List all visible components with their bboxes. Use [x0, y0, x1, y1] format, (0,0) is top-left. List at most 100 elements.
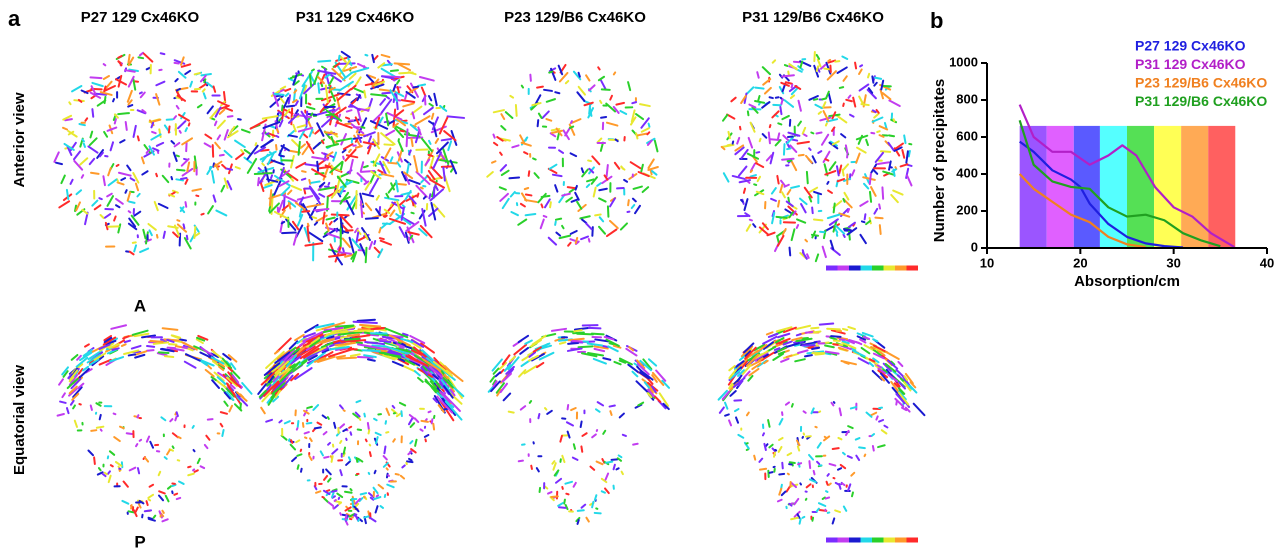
- precipitate: [560, 436, 562, 442]
- precipitate: [587, 179, 594, 181]
- precipitate: [535, 173, 539, 178]
- precipitate: [346, 507, 347, 508]
- precipitate: [875, 218, 882, 219]
- precipitate: [773, 60, 775, 62]
- precipitate: [541, 220, 544, 229]
- precipitate: [748, 111, 749, 115]
- precipitate: [240, 394, 243, 397]
- precipitate: [418, 194, 419, 197]
- precipitate: [277, 129, 278, 132]
- precipitate: [530, 401, 531, 403]
- precipitate: [384, 463, 388, 467]
- precipitate: [298, 465, 299, 469]
- color-scale: [861, 538, 873, 543]
- precipitate: [429, 96, 431, 100]
- color-band: [1100, 126, 1127, 248]
- precipitate: [91, 430, 96, 431]
- precipitate: [136, 444, 137, 446]
- precipitate: [770, 472, 773, 473]
- precipitate: [323, 415, 326, 418]
- precipitate: [194, 450, 195, 451]
- precipitate: [601, 117, 606, 118]
- precipitate: [834, 203, 835, 212]
- precipitate: [588, 160, 591, 161]
- precipitate: [357, 458, 358, 462]
- precipitate: [137, 415, 138, 417]
- precipitate: [770, 139, 780, 140]
- precipitate: [327, 218, 335, 220]
- precipitate: [835, 229, 837, 232]
- precipitate: [614, 465, 615, 470]
- precipitate: [157, 143, 163, 146]
- precipitate: [291, 445, 295, 450]
- precipitate: [603, 346, 608, 347]
- panel-label: b: [930, 8, 943, 33]
- precipitate: [596, 409, 600, 412]
- y-tick-label: 800: [956, 91, 978, 106]
- precipitate: [594, 188, 596, 197]
- precipitate: [322, 497, 323, 498]
- precipitate: [337, 356, 345, 358]
- precipitate: [501, 126, 505, 130]
- precipitate: [864, 184, 868, 189]
- precipitate: [879, 204, 880, 208]
- precipitate: [432, 114, 433, 119]
- precipitate: [220, 110, 225, 114]
- precipitate: [522, 86, 523, 88]
- precipitate: [305, 164, 318, 166]
- precipitate: [902, 150, 904, 158]
- precipitate: [420, 77, 434, 81]
- precipitate: [814, 219, 822, 220]
- precipitate: [104, 76, 109, 79]
- precipitate: [843, 164, 848, 170]
- precipitate: [172, 485, 175, 486]
- precipitate: [538, 120, 539, 126]
- precipitate: [285, 421, 290, 423]
- precipitate: [94, 457, 95, 464]
- precipitate: [614, 362, 620, 364]
- precipitate: [500, 153, 502, 155]
- precipitate: [301, 144, 305, 148]
- legend-entry: P27 129 Cx46KO: [1135, 38, 1246, 54]
- precipitate: [177, 412, 178, 416]
- precipitate: [109, 180, 117, 186]
- precipitate: [863, 177, 875, 180]
- precipitate: [760, 139, 761, 141]
- precipitate: [779, 447, 782, 452]
- precipitate: [225, 130, 228, 140]
- precipitate: [840, 339, 845, 340]
- precipitate: [866, 140, 868, 145]
- precipitate: [429, 411, 431, 412]
- precipitate: [798, 122, 801, 126]
- precipitate: [329, 77, 333, 85]
- precipitate: [647, 132, 649, 134]
- precipitate: [856, 456, 859, 460]
- precipitate: [749, 105, 755, 108]
- precipitate: [733, 141, 734, 143]
- precipitate: [562, 194, 570, 196]
- precipitate: [159, 204, 168, 208]
- precipitate: [198, 459, 200, 463]
- precipitate: [343, 239, 350, 248]
- precipitate: [778, 133, 779, 139]
- precipitate: [177, 220, 179, 221]
- precipitate: [189, 123, 190, 125]
- precipitate: [410, 441, 412, 443]
- precipitate: [386, 194, 388, 198]
- precipitate: [788, 453, 792, 455]
- precipitate: [633, 199, 636, 202]
- precipitate: [648, 159, 653, 168]
- x-tick-label: 40: [1260, 255, 1274, 270]
- precipitate: [778, 201, 779, 207]
- precipitate: [597, 138, 601, 142]
- precipitate: [572, 119, 581, 123]
- precipitate: [803, 517, 805, 518]
- precipitate: [846, 100, 852, 101]
- precipitate: [322, 141, 323, 144]
- precipitate: [84, 144, 85, 147]
- precipitate: [401, 476, 404, 479]
- precipitate: [804, 135, 807, 136]
- precipitate: [416, 172, 429, 184]
- precipitate: [804, 411, 806, 412]
- precipitate: [104, 132, 107, 137]
